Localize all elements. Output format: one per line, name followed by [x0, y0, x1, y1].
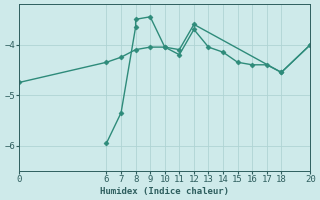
X-axis label: Humidex (Indice chaleur): Humidex (Indice chaleur): [100, 187, 229, 196]
